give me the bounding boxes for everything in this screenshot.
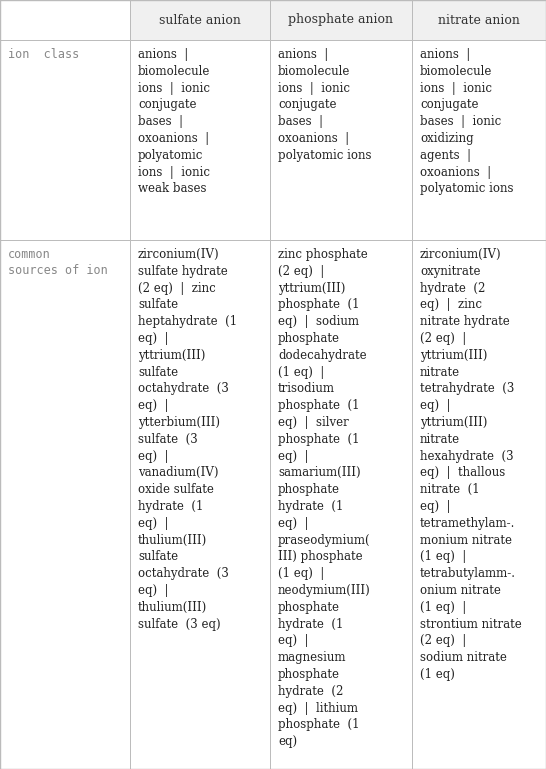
Bar [130, 0, 270, 40]
Bar [0, 240, 130, 769]
Bar [270, 240, 412, 769]
Bar [270, 0, 412, 40]
Bar [412, 40, 546, 240]
Bar [412, 240, 546, 769]
Text: anions  |
biomolecule
ions  |  ionic
conjugate
bases  |
oxoanions  |
polyatomic
: anions | biomolecule ions | ionic conjug… [138, 48, 210, 195]
Text: anions  |
biomolecule
ions  |  ionic
conjugate
bases  |  ionic
oxidizing
agents : anions | biomolecule ions | ionic conjug… [420, 48, 513, 195]
Text: anions  |
biomolecule
ions  |  ionic
conjugate
bases  |
oxoanions  |
polyatomic : anions | biomolecule ions | ionic conjug… [278, 48, 371, 161]
Bar [0, 0, 130, 40]
Text: nitrate anion: nitrate anion [438, 14, 520, 26]
Text: sulfate anion: sulfate anion [159, 14, 241, 26]
Text: zirconium(IV)
sulfate hydrate
(2 eq)  |  zinc
sulfate
heptahydrate  (1
eq)  |
yt: zirconium(IV) sulfate hydrate (2 eq) | z… [138, 248, 237, 631]
Text: phosphate anion: phosphate anion [288, 14, 394, 26]
Bar [0, 40, 130, 240]
Text: zirconium(IV)
oxynitrate
hydrate  (2
eq)  |  zinc
nitrate hydrate
(2 eq)  |
yttr: zirconium(IV) oxynitrate hydrate (2 eq) … [420, 248, 522, 681]
Bar [130, 40, 270, 240]
Text: ion  class: ion class [8, 48, 79, 61]
Text: zinc phosphate
(2 eq)  |
yttrium(III)
phosphate  (1
eq)  |  sodium
phosphate
dod: zinc phosphate (2 eq) | yttrium(III) pho… [278, 248, 371, 748]
Bar [412, 0, 546, 40]
Bar [270, 40, 412, 240]
Bar [130, 240, 270, 769]
Text: common
sources of ion: common sources of ion [8, 248, 108, 278]
